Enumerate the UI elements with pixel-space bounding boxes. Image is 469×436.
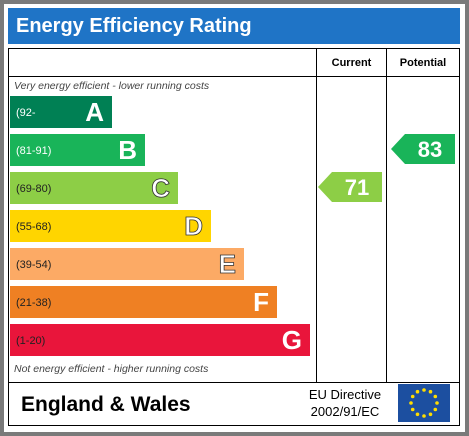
eu-star-icon — [433, 394, 438, 399]
band-d-bar — [10, 210, 211, 242]
band-c-bar — [10, 172, 178, 204]
current-rating-arrow — [318, 172, 382, 202]
eu-star-icon — [422, 388, 426, 392]
band-e-letter: E — [219, 249, 236, 279]
chart-title: Energy Efficiency Rating — [8, 8, 460, 44]
band-b-bar — [10, 134, 145, 166]
eu-star-icon — [433, 407, 438, 412]
eu-star-icon — [415, 412, 420, 417]
band-d-letter: D — [184, 211, 203, 241]
footer-divider — [9, 382, 459, 383]
band-e-bar — [10, 248, 244, 280]
efficient-note: Very energy efficient - lower running co… — [14, 80, 210, 92]
band-a-bar — [10, 96, 112, 128]
eu-star-icon — [428, 389, 433, 394]
current-rating-value: 71 — [345, 175, 369, 200]
potential-column-divider — [386, 49, 387, 383]
eu-directive-label: EU Directive 2002/91/EC — [297, 386, 393, 420]
potential-column-header: Potential — [399, 57, 447, 69]
eu-star-icon — [428, 412, 433, 417]
band-g-letter: G — [282, 325, 302, 355]
eu-star-icon — [415, 389, 420, 394]
eu-directive-line2: 2002/91/EC — [310, 404, 380, 419]
band-f-bar — [10, 286, 277, 318]
band-g-range: (1-20) — [16, 335, 45, 347]
band-f-letter: F — [253, 287, 269, 317]
band-d-range: (55-68) — [16, 221, 51, 233]
current-column-header: Current — [331, 57, 372, 69]
eu-directive-line1: EU Directive — [308, 387, 382, 402]
header-divider — [9, 76, 459, 77]
band-g-bar — [10, 324, 310, 356]
band-c-range: (69-80) — [16, 183, 51, 195]
band-a-letter: A — [85, 97, 104, 127]
eu-star-icon — [410, 407, 415, 412]
rating-grid: Current Potential Very energy efficient … — [8, 48, 460, 426]
band-c-letter: C — [151, 173, 170, 203]
current-column-divider — [316, 49, 317, 383]
eu-star-icon — [435, 401, 439, 405]
eu-star-icon — [409, 401, 413, 405]
inefficient-note: Not energy efficient - higher running co… — [14, 363, 209, 375]
band-b-range: (81-91) — [16, 145, 51, 157]
band-a-range: (92- — [16, 107, 36, 119]
eu-star-icon — [410, 394, 415, 399]
band-b-letter: B — [118, 135, 137, 165]
band-f-range: (21-38) — [16, 297, 51, 309]
potential-rating-arrow — [391, 134, 455, 164]
potential-rating-value: 83 — [418, 137, 442, 162]
band-e-range: (39-54) — [16, 259, 51, 271]
region-label: England & Wales — [21, 393, 191, 416]
eu-star-icon — [422, 414, 426, 418]
